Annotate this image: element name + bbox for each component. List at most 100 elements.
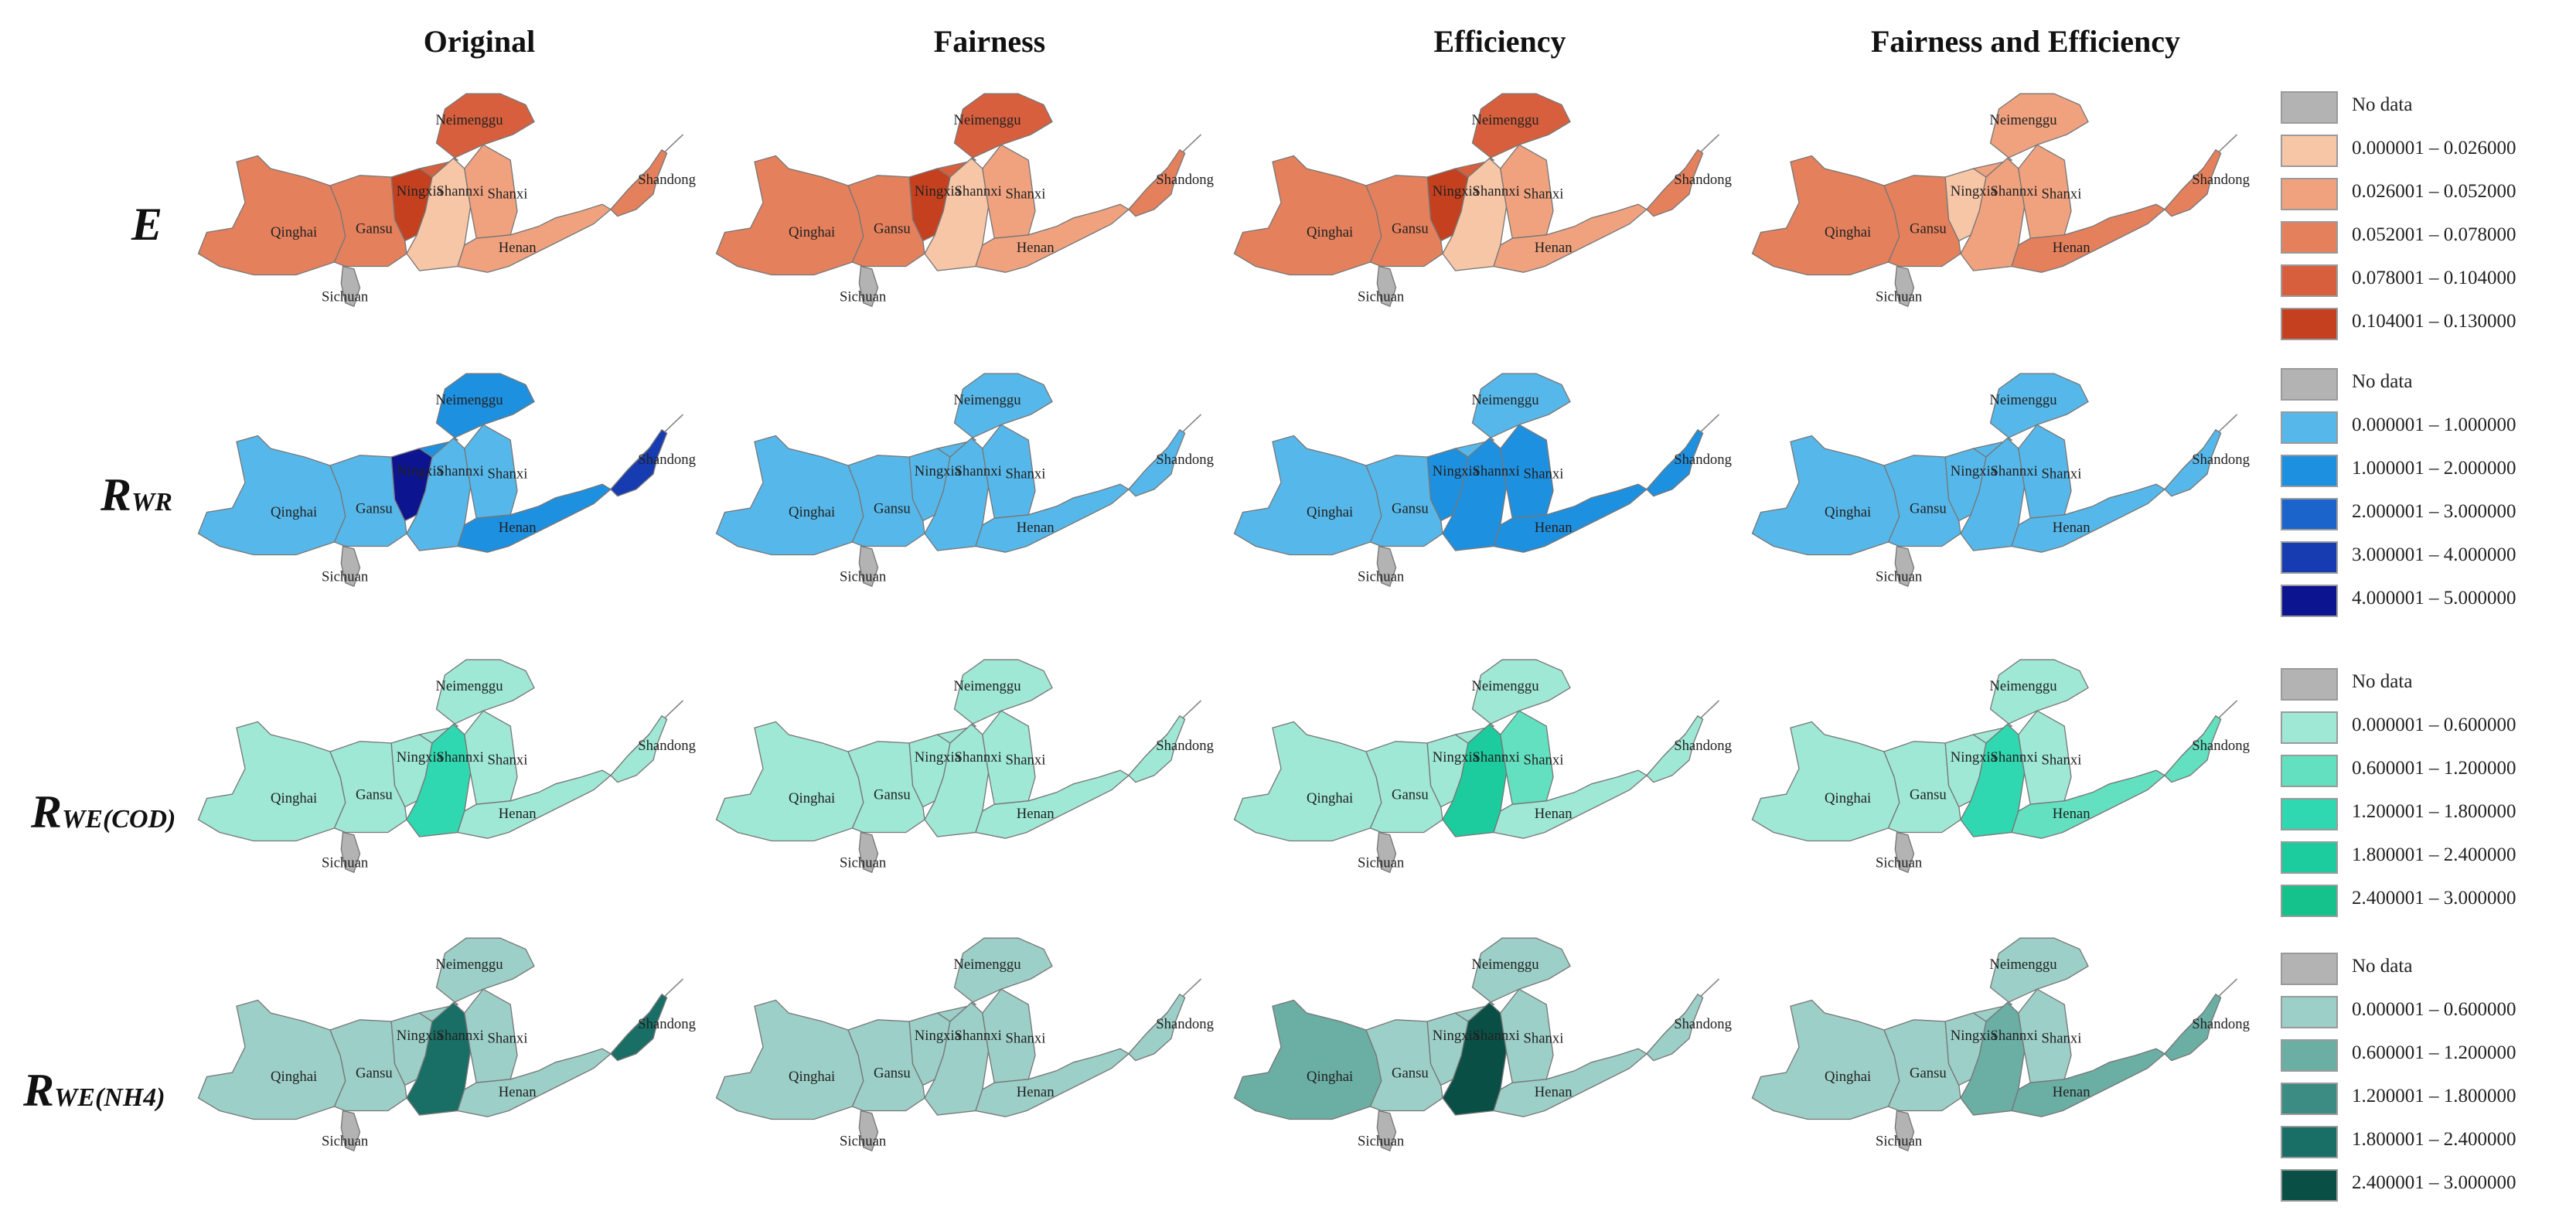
province-sichuan — [1376, 831, 1397, 874]
province-label-gansu: Gansu — [356, 501, 393, 517]
province-label-ningxia: Ningxia — [1951, 749, 1998, 766]
province-label-qinghai: Qinghai — [789, 790, 835, 806]
legend-item: 0.026001 – 0.052000 — [2281, 178, 2574, 212]
province-shanxi — [464, 988, 518, 1083]
province-label-gansu: Gansu — [1910, 787, 1947, 803]
province-henan — [1493, 203, 1648, 273]
map-panel-e-1: Qinghai Gansu Ningxia Neimenggu Shannxi Shanx… — [711, 84, 1214, 343]
province-label-ningxia: Ningxia — [915, 749, 962, 766]
province-label-shandong: Shandong — [1674, 1016, 1732, 1032]
province-label-shanxi: Shanxi — [1006, 186, 1046, 203]
province-sichuan — [340, 831, 361, 874]
province-sichuan — [1894, 545, 1915, 588]
province-gansu — [329, 1019, 407, 1112]
legend-swatch — [2281, 755, 2338, 787]
province-label-ningxia: Ningxia — [1951, 463, 1998, 479]
province-label-shanxi: Shanxi — [1006, 466, 1046, 483]
province-shandong — [1646, 148, 1704, 217]
legend-swatch — [2281, 135, 2338, 167]
province-label-ningxia: Ningxia — [1433, 463, 1480, 479]
province-shandong — [610, 148, 668, 217]
legend-item: 0.000001 – 0.600000 — [2281, 996, 2574, 1030]
province-label-shandong: Shandong — [1156, 172, 1214, 188]
province-label-ningxia: Ningxia — [397, 463, 444, 479]
province-label-qinghai: Qinghai — [1825, 224, 1871, 240]
province-label-gansu: Gansu — [1392, 501, 1429, 517]
province-label-shandong: Shandong — [1674, 172, 1732, 188]
map-svg: Qinghai Gansu Ningxia Neimenggu Shannxi Shanx… — [715, 93, 1214, 308]
legend-swatch — [2281, 91, 2338, 124]
province-label-qinghai: Qinghai — [271, 504, 317, 520]
province-label-henan: Henan — [1535, 806, 1573, 822]
province-gansu — [847, 175, 925, 268]
province-shanxi — [2018, 988, 2072, 1083]
province-label-shannxi: Shannxi — [1473, 749, 1520, 766]
province-label-shandong: Shandong — [638, 172, 696, 188]
legend-range-label: 2.400001 – 3.000000 — [2352, 888, 2516, 909]
legend-swatch — [2281, 368, 2338, 401]
legend-item: 0.000001 – 0.600000 — [2281, 711, 2574, 745]
province-shanxi — [2018, 710, 2072, 805]
province-label-gansu: Gansu — [356, 221, 393, 237]
province-label-gansu: Gansu — [1392, 1066, 1429, 1082]
province-label-sichuan: Sichuan — [1358, 855, 1405, 871]
province-shanxi — [1500, 988, 1554, 1083]
province-label-shandong: Shandong — [638, 738, 696, 754]
province-label-shandong: Shandong — [1674, 738, 1732, 754]
map-svg: Qinghai Gansu Ningxia Neimenggu Shannxi Shanx… — [715, 937, 1214, 1152]
map-panel-rwenh4-2: Qinghai Gansu Ningxia Neimenggu Shannxi Shanx… — [1229, 928, 1732, 1187]
province-label-shanxi: Shanxi — [1524, 1031, 1564, 1047]
province-henan — [1493, 483, 1648, 553]
province-label-gansu: Gansu — [874, 221, 911, 237]
legend-range-label: 4.000001 – 5.000000 — [2352, 588, 2516, 609]
legend-range-label: 0.600001 – 1.200000 — [2352, 1042, 2516, 1063]
province-sichuan — [1894, 1110, 1915, 1152]
province-label-ningxia: Ningxia — [1951, 1028, 1998, 1044]
province-gansu — [329, 741, 407, 834]
row-label-sub: WE(NH4) — [54, 1083, 165, 1112]
map-panel-rwr-2: Qinghai Gansu Ningxia Neimenggu Shannxi Shanx… — [1229, 363, 1732, 622]
province-label-neimenggu: Neimenggu — [1471, 392, 1539, 408]
province-gansu — [847, 741, 925, 834]
province-gansu — [1883, 175, 1961, 268]
province-label-henan: Henan — [1017, 240, 1055, 256]
province-label-henan: Henan — [2053, 806, 2090, 822]
legend-range-label: 0.600001 – 1.200000 — [2352, 758, 2516, 779]
province-shandong — [1128, 148, 1186, 217]
province-label-sichuan: Sichuan — [840, 855, 887, 871]
legend-swatch — [2281, 841, 2338, 874]
province-label-shannxi: Shannxi — [1991, 1028, 2038, 1044]
legend-item: 1.000001 – 2.000000 — [2281, 455, 2574, 489]
province-qinghai — [197, 435, 346, 556]
province-gansu — [1365, 741, 1443, 834]
province-label-henan: Henan — [2053, 520, 2090, 536]
province-shanxi — [2018, 424, 2072, 519]
province-label-shandong: Shandong — [2192, 452, 2250, 468]
legend-range-label: 1.000001 – 2.000000 — [2352, 458, 2516, 479]
province-qinghai — [1751, 435, 1900, 556]
map-svg: Qinghai Gansu Ningxia Neimenggu Shannxi Shanx… — [197, 93, 696, 308]
province-henan — [2011, 203, 2166, 273]
column-header-efficiency: Efficiency — [1433, 24, 1566, 59]
province-label-qinghai: Qinghai — [1307, 1069, 1353, 1085]
province-label-shannxi: Shannxi — [955, 749, 1002, 766]
province-shanxi — [464, 144, 518, 239]
province-henan — [2011, 1048, 2166, 1117]
province-shanxi — [1500, 424, 1554, 519]
province-label-shannxi: Shannxi — [1991, 463, 2038, 479]
province-label-shanxi: Shanxi — [488, 186, 528, 203]
province-shandong — [1128, 428, 1186, 497]
map-svg: Qinghai Gansu Ningxia Neimenggu Shannxi Shanx… — [1233, 937, 1732, 1152]
province-qinghai — [1751, 721, 1900, 842]
province-henan — [975, 1048, 1130, 1117]
province-label-qinghai: Qinghai — [271, 224, 317, 240]
province-shandong — [610, 993, 668, 1062]
map-panel-rwecod-2: Qinghai Gansu Ningxia Neimenggu Shannxi Shanx… — [1229, 650, 1732, 909]
province-label-qinghai: Qinghai — [1307, 224, 1353, 240]
legend-range-label: 2.000001 – 3.000000 — [2352, 501, 2516, 522]
province-label-shandong: Shandong — [638, 452, 696, 468]
province-label-henan: Henan — [1017, 806, 1055, 822]
province-henan — [975, 483, 1130, 553]
province-label-ningxia: Ningxia — [397, 1028, 444, 1044]
province-label-shannxi: Shannxi — [437, 749, 484, 766]
